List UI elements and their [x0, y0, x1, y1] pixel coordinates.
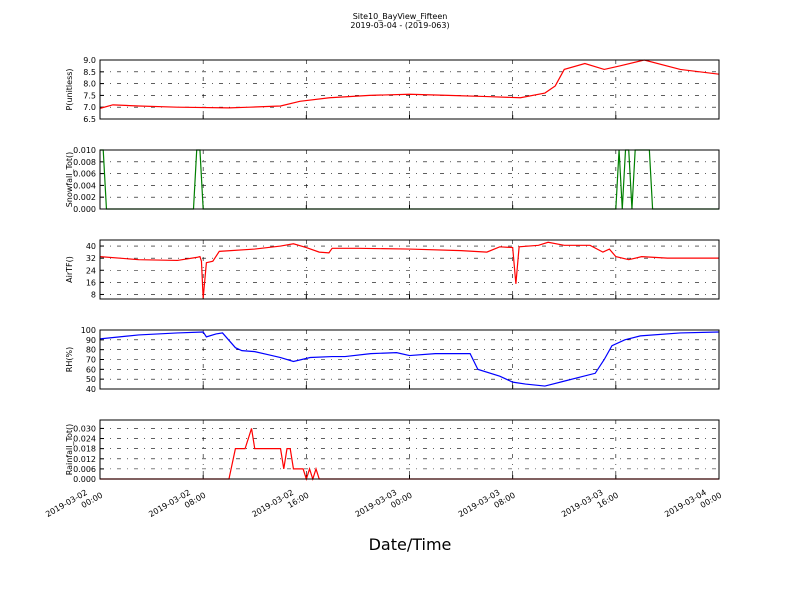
y-tick-label: 32 — [86, 254, 96, 263]
data-line — [99, 241, 719, 299]
x-tick-label: 2019-03-0208:00 — [147, 482, 207, 528]
y-axis-label: Snowfall_Tot() — [65, 152, 74, 208]
data-line — [100, 428, 719, 481]
y-tick-label: 0.000 — [73, 475, 96, 484]
plot-frame — [99, 149, 720, 210]
data-line — [99, 331, 720, 387]
y-tick-label: 40 — [86, 385, 96, 394]
y-tick-label: 8.5 — [83, 68, 96, 77]
data-line — [100, 149, 719, 210]
x-tick-label: 2019-03-0200:00 — [44, 482, 104, 528]
y-tick-label: 0.024 — [73, 435, 96, 444]
y-tick-label: 0.000 — [73, 205, 96, 214]
x-tick-label: 2019-03-0300:00 — [354, 482, 414, 528]
plot-frame — [99, 239, 720, 300]
y-tick-label: 8.0 — [83, 80, 96, 89]
y-tick-label: 7.5 — [83, 91, 96, 100]
y-tick-label: 9.0 — [83, 56, 96, 65]
x-tick-label: 2019-03-0308:00 — [457, 482, 517, 528]
y-tick-label: 6.5 — [83, 115, 96, 124]
x-axis-label: Date/Time — [369, 535, 452, 554]
data-line — [99, 59, 720, 109]
x-tick-label: 2019-03-0316:00 — [560, 482, 620, 528]
y-tick-label: 0.018 — [73, 445, 96, 454]
plot-frame — [99, 59, 720, 120]
y-tick-label: 0.002 — [73, 193, 96, 202]
y-tick-label: 0.010 — [73, 146, 96, 155]
y-tick-label: 40 — [86, 242, 96, 251]
y-axis-label: AirTF() — [65, 256, 74, 283]
y-tick-label: 0.030 — [73, 424, 96, 433]
y-axis-label: P(unitless) — [65, 68, 74, 110]
y-tick-label: 50 — [86, 375, 96, 384]
y-tick-label: 0.006 — [73, 465, 96, 474]
y-tick-label: 16 — [86, 278, 96, 287]
plot-frame — [99, 419, 720, 480]
y-tick-label: 24 — [86, 266, 96, 275]
y-tick-label: 0.012 — [73, 455, 96, 464]
y-tick-label: 90 — [86, 336, 96, 345]
y-axis-label: RH(%) — [65, 347, 74, 372]
y-tick-label: 100 — [81, 326, 96, 335]
y-tick-label: 0.004 — [73, 181, 96, 190]
plot-frame — [99, 329, 720, 390]
y-tick-label: 8 — [91, 290, 96, 299]
x-tick-label: 2019-03-0400:00 — [663, 482, 723, 528]
y-tick-label: 80 — [86, 346, 96, 355]
y-axis-label: Rainfall_Tot() — [65, 424, 74, 476]
y-tick-label: 0.006 — [73, 170, 96, 179]
x-tick-label: 2019-03-0216:00 — [250, 482, 310, 528]
chart-subtitle: 2019-03-04 - (2019-063) — [350, 21, 449, 30]
y-tick-label: 60 — [86, 365, 96, 374]
y-tick-label: 70 — [86, 356, 96, 365]
chart-title: Site10_BayView_Fifteen — [353, 12, 448, 21]
y-tick-label: 0.008 — [73, 158, 96, 167]
y-tick-label: 7.0 — [83, 103, 96, 112]
